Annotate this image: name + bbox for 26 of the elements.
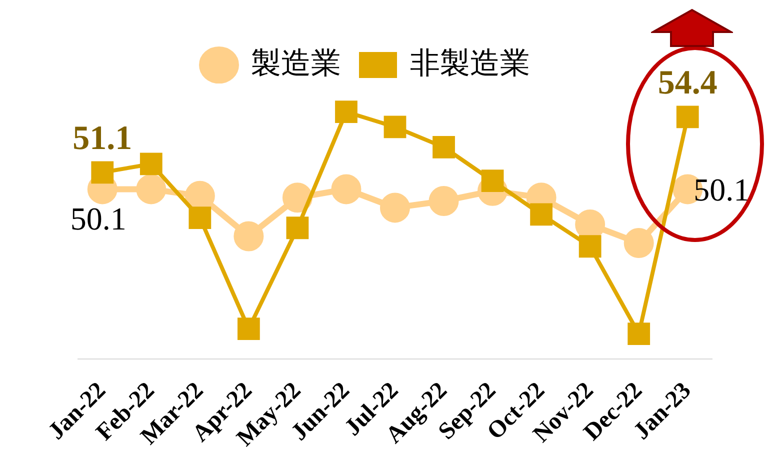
data-label: 51.1: [72, 120, 132, 158]
point: [380, 192, 410, 223]
point: [624, 228, 654, 258]
point: [282, 182, 312, 213]
point: [481, 170, 504, 192]
point: [432, 136, 455, 158]
point: [384, 116, 406, 138]
data-label: 54.4: [658, 64, 718, 102]
point: [530, 203, 552, 226]
point: [335, 100, 358, 124]
point: [140, 152, 162, 176]
point: [238, 318, 260, 340]
point: [136, 174, 166, 204]
point: [234, 221, 264, 252]
data-label: 50.1: [694, 172, 750, 208]
point: [578, 235, 602, 258]
point: [428, 186, 459, 216]
point: [286, 216, 309, 240]
point: [188, 206, 212, 229]
data-label: 50.1: [70, 200, 126, 237]
point: [331, 174, 362, 204]
point: [91, 161, 114, 184]
point: [676, 106, 699, 128]
point: [628, 322, 650, 345]
legend-label: 非製造業: [410, 46, 530, 80]
legend-label: 製造業: [251, 46, 341, 80]
